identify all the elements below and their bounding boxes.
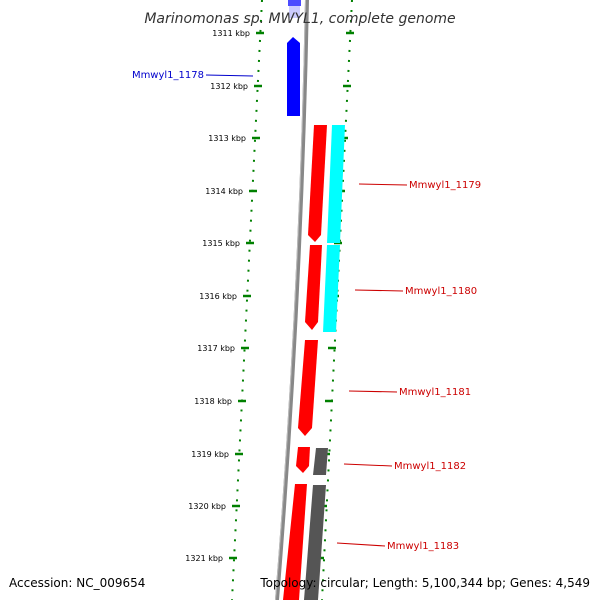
sequence-backbone-highlight xyxy=(275,0,306,600)
gene-arrow-mmwyl1-1178[interactable] xyxy=(287,37,300,116)
gene-leader-line xyxy=(358,183,408,186)
gene-label[interactable]: Mmwyl1_1182 xyxy=(394,461,466,472)
tick-label: 1312 kbp xyxy=(210,82,248,91)
gene-arrow-mmwyl1-1180[interactable] xyxy=(305,245,322,330)
gene-label[interactable]: Mmwyl1_1180 xyxy=(405,286,477,297)
tick-label: 1313 kbp xyxy=(208,134,246,143)
cds-block-mmwyl1-1182[interactable] xyxy=(313,448,328,475)
cds-block-mmwyl1-1180[interactable] xyxy=(323,245,340,332)
gene-fragment-shade xyxy=(289,6,300,18)
tick-label: 1314 kbp xyxy=(205,187,243,196)
topology-text: Topology: circular; Length: 5,100,344 bp… xyxy=(259,576,590,590)
gene-block-mmwyl1-1178[interactable] xyxy=(288,0,301,6)
gene-arrow-mmwyl1-1183[interactable] xyxy=(283,484,307,600)
accession-text: Accession: NC_009654 xyxy=(9,576,145,590)
gene-label[interactable]: Mmwyl1_1181 xyxy=(399,387,471,398)
tick-label: 1318 kbp xyxy=(194,397,232,406)
gene-label[interactable]: Mmwyl1_1178 xyxy=(132,70,204,81)
tick-label: 1311 kbp xyxy=(212,29,250,38)
gene-arrow-mmwyl1-1179[interactable] xyxy=(308,125,327,242)
left-dotted-guide xyxy=(231,0,263,600)
tick-label: 1315 kbp xyxy=(202,239,240,248)
gene-label[interactable]: Mmwyl1_1183 xyxy=(387,541,459,552)
map-title: Marinomonas sp. MWYL1, complete genome xyxy=(144,11,455,27)
tick-label: 1316 kbp xyxy=(199,292,237,301)
gene-label[interactable]: Mmwyl1_1179 xyxy=(409,180,481,191)
gene-leader-line xyxy=(343,463,393,467)
gene-arrow-mmwyl1-1181[interactable] xyxy=(298,340,318,436)
sequence-backbone xyxy=(275,0,309,600)
gene-arrow-mmwyl1-1182[interactable] xyxy=(296,447,310,473)
tick-label: 1319 kbp xyxy=(191,450,229,459)
gene-leader-line xyxy=(354,289,404,292)
tick-label: 1317 kbp xyxy=(197,344,235,353)
tick-label: 1320 kbp xyxy=(188,502,226,511)
gene-leader-line xyxy=(348,390,398,393)
gene-leader-line xyxy=(336,542,386,547)
tick-label: 1321 kbp xyxy=(185,554,223,563)
cds-block-mmwyl1-1183[interactable] xyxy=(304,485,326,600)
cds-block-mmwyl1-1179[interactable] xyxy=(327,125,345,243)
gene-leader-line xyxy=(205,74,254,77)
